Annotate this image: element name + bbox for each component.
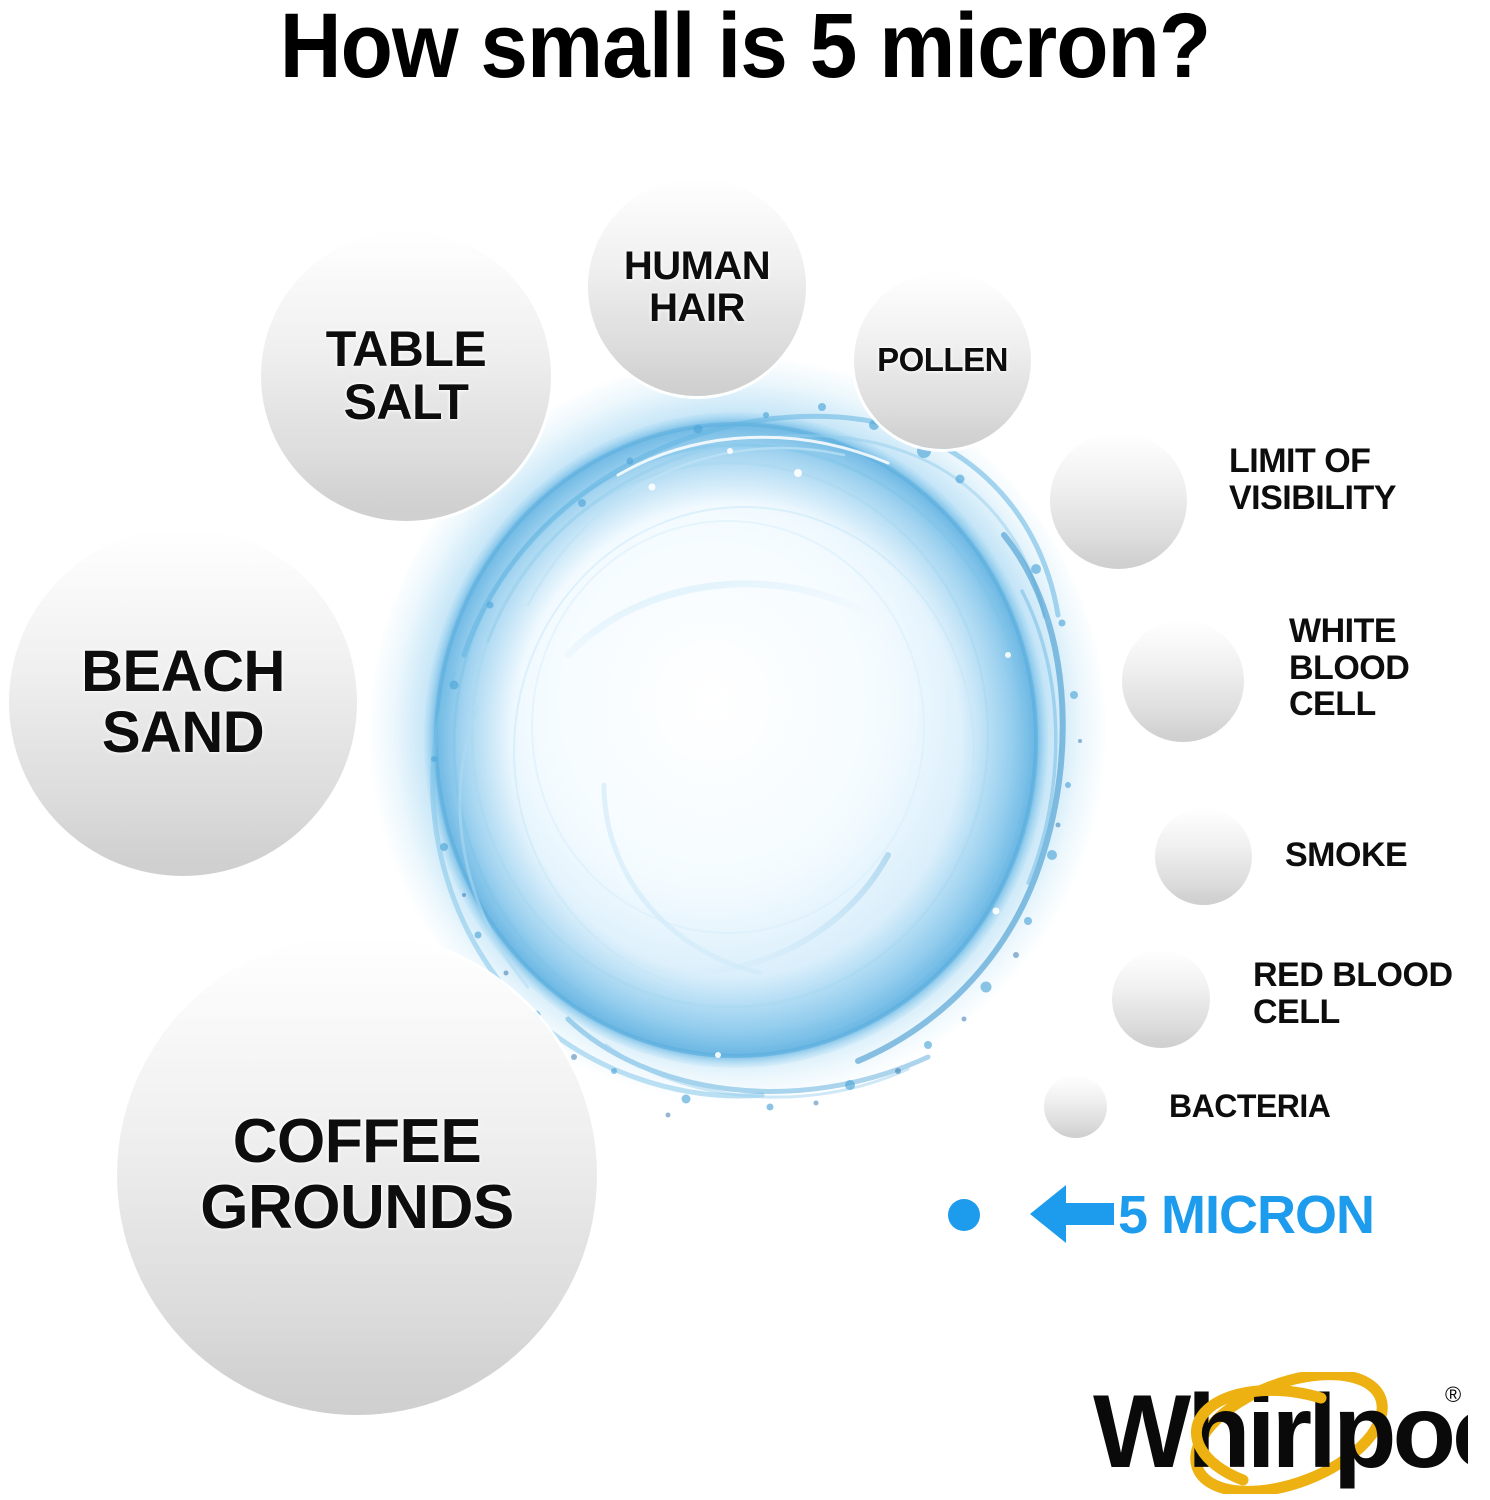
particle-label-bacteria: BACTERIA [1169,1088,1331,1124]
particle-bubble-table-salt[interactable]: TABLE SALT [261,231,551,521]
particle-label-white-blood-cell: WHITE BLOOD CELL [1289,612,1410,724]
particle-bubble-coffee-grounds[interactable]: COFFEE GROUNDS [117,935,597,1415]
particle-label-table-salt: TABLE SALT [325,321,487,430]
page-title: How small is 5 micron? [279,0,1211,97]
registered-trademark-icon: ® [1445,1382,1461,1407]
left-arrow-icon [1030,1183,1114,1247]
particle-bubble-human-hair[interactable]: HUMAN HAIR [588,178,806,396]
particle-bubble-red-blood-cell[interactable] [1112,950,1210,1048]
five-micron-text: 5 MICRON [1118,1185,1375,1245]
five-micron-callout: 5 MICRON [948,1180,1375,1250]
particle-label-red-blood-cell: RED BLOOD CELL [1253,956,1453,1031]
particle-bubble-smoke[interactable] [1155,808,1252,905]
particle-label-human-hair: HUMAN HAIR [623,243,771,330]
five-micron-dot [948,1199,980,1231]
water-sphere-art [424,403,1082,1118]
particle-label-coffee-grounds: COFFEE GROUNDS [200,1107,514,1242]
particle-label-smoke: SMOKE [1285,836,1408,874]
whirlpool-logo: Whirlpool ® [1093,1372,1468,1494]
particle-label-beach-sand: BEACH SAND [81,638,285,765]
particle-bubble-white-blood-cell[interactable] [1122,620,1244,742]
particle-bubble-limit-of-visibility[interactable] [1050,432,1187,569]
particle-bubble-bacteria[interactable] [1044,1075,1107,1138]
particle-label-limit-of-visibility: LIMIT OF VISIBILITY [1229,442,1396,517]
particle-label-pollen: POLLEN [877,341,1008,379]
particle-bubble-beach-sand[interactable]: BEACH SAND [9,528,357,876]
particle-bubble-pollen[interactable]: POLLEN [854,272,1031,449]
water-droplet-sphere [368,355,1108,1135]
